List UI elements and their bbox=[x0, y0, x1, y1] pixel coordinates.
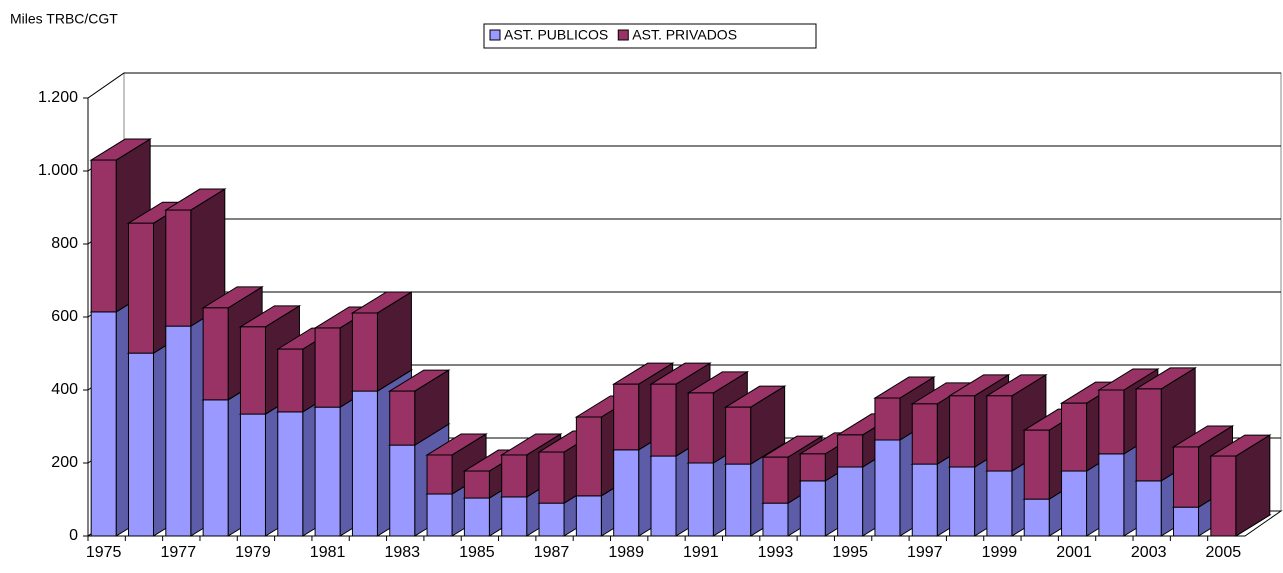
bar bbox=[1135, 388, 1162, 482]
bar bbox=[1210, 455, 1237, 537]
x-tick-label: 1983 bbox=[384, 544, 420, 561]
bar bbox=[127, 352, 154, 537]
y-tick-label: 400 bbox=[51, 381, 78, 398]
bar bbox=[687, 392, 714, 464]
bar bbox=[165, 325, 192, 537]
x-tick-label: 1987 bbox=[534, 544, 570, 561]
bar bbox=[949, 466, 976, 537]
bar bbox=[650, 455, 677, 537]
bar bbox=[762, 502, 789, 537]
bar bbox=[725, 406, 752, 465]
bar bbox=[575, 416, 602, 497]
bar bbox=[1098, 389, 1125, 455]
bar bbox=[538, 502, 565, 537]
bar bbox=[1173, 446, 1200, 508]
bar bbox=[986, 395, 1013, 472]
bar bbox=[202, 399, 229, 537]
legend-label: AST. PRIVADOS bbox=[632, 27, 737, 43]
y-axis-title: Miles TRBC/CGT bbox=[10, 11, 118, 27]
bar bbox=[575, 495, 602, 537]
bar bbox=[874, 439, 901, 537]
x-tick-label: 1991 bbox=[683, 544, 719, 561]
x-tick-label: 1989 bbox=[608, 544, 644, 561]
x-tick-label: 1985 bbox=[459, 544, 495, 561]
x-tick-label: 1979 bbox=[235, 544, 271, 561]
y-tick-label: 200 bbox=[51, 454, 78, 471]
bar bbox=[837, 466, 864, 537]
y-tick-label: 600 bbox=[51, 308, 78, 325]
legend-swatch bbox=[617, 29, 629, 41]
bar bbox=[911, 463, 938, 537]
bar bbox=[1023, 498, 1050, 537]
legend: AST. PUBLICOS AST. PRIVADOS bbox=[483, 23, 817, 49]
bar bbox=[426, 493, 453, 537]
x-tick-label: 1997 bbox=[907, 544, 943, 561]
bar bbox=[351, 390, 378, 537]
bar bbox=[463, 497, 490, 537]
bar bbox=[874, 397, 901, 441]
x-tick-label: 1977 bbox=[161, 544, 197, 561]
bar bbox=[277, 348, 304, 413]
grid-line bbox=[87, 72, 125, 99]
x-tick-label: 1981 bbox=[310, 544, 346, 561]
bar bbox=[277, 411, 304, 537]
bar bbox=[650, 383, 677, 457]
y-tick-label: 1.000 bbox=[38, 162, 78, 179]
bar bbox=[799, 480, 826, 537]
bar bbox=[799, 453, 826, 482]
bar bbox=[90, 159, 117, 313]
legend-box bbox=[483, 23, 817, 49]
bar bbox=[538, 451, 565, 504]
x-tick-label: 1995 bbox=[832, 544, 868, 561]
bar bbox=[127, 222, 154, 354]
bar bbox=[314, 327, 341, 408]
bar bbox=[986, 470, 1013, 537]
bar bbox=[1173, 506, 1200, 537]
bar bbox=[613, 449, 640, 537]
bar bbox=[351, 312, 378, 392]
y-tick-label: 800 bbox=[51, 235, 78, 252]
bar bbox=[725, 463, 752, 537]
y-tick-label: 1.200 bbox=[38, 89, 78, 106]
bar bbox=[1061, 470, 1088, 537]
x-tick-label: 2003 bbox=[1131, 544, 1167, 561]
y-tick-label: 0 bbox=[69, 527, 78, 544]
x-tick-label: 1999 bbox=[982, 544, 1018, 561]
bar bbox=[837, 434, 864, 468]
bar bbox=[1061, 402, 1088, 472]
bar bbox=[202, 307, 229, 401]
bar bbox=[239, 326, 266, 415]
bar bbox=[1098, 453, 1125, 537]
bar bbox=[911, 403, 938, 465]
bar bbox=[687, 462, 714, 537]
legend-label: AST. PUBLICOS bbox=[504, 27, 608, 43]
bar bbox=[501, 496, 528, 537]
bar bbox=[389, 444, 416, 537]
bar bbox=[613, 383, 640, 451]
x-tick-label: 1975 bbox=[86, 544, 122, 561]
bar bbox=[389, 390, 416, 446]
bar bbox=[762, 456, 789, 504]
bar bbox=[1135, 480, 1162, 537]
bar bbox=[1023, 429, 1050, 500]
bar bbox=[501, 454, 528, 498]
x-tick-label: 1993 bbox=[758, 544, 794, 561]
bar bbox=[90, 311, 117, 537]
bar bbox=[426, 454, 453, 495]
bar bbox=[314, 406, 341, 537]
x-tick-label: 2005 bbox=[1206, 544, 1242, 561]
bar bbox=[239, 413, 266, 537]
legend-swatch bbox=[489, 29, 501, 41]
bar bbox=[463, 470, 490, 499]
bar bbox=[165, 209, 192, 327]
x-tick-label: 2001 bbox=[1056, 544, 1092, 561]
bar bbox=[949, 395, 976, 468]
